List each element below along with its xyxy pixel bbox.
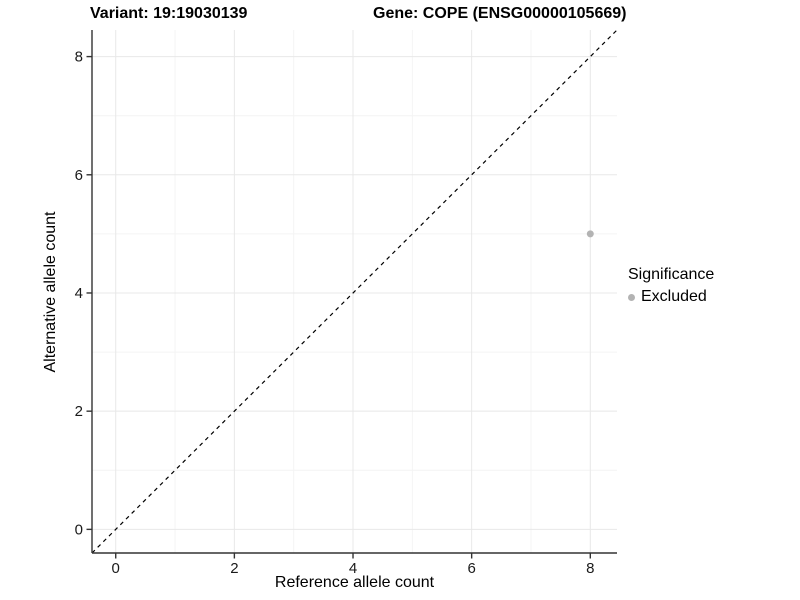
x-tick-label: 0 xyxy=(112,560,120,577)
y-tick-label: 6 xyxy=(75,167,83,184)
legend-dot-icon xyxy=(628,293,635,301)
legend-entry-label: Excluded xyxy=(641,288,707,305)
y-tick-label: 8 xyxy=(75,49,83,66)
plot-title-variant: Variant: 19:19030139 xyxy=(90,5,248,22)
y-tick-label: 4 xyxy=(75,285,83,302)
x-tick-label: 8 xyxy=(586,560,594,577)
y-axis-label: Alternative allele count xyxy=(42,211,59,373)
y-tick-label: 2 xyxy=(75,403,83,420)
legend-title: Significance xyxy=(628,266,715,283)
data-point xyxy=(586,230,594,238)
x-axis-label: Reference allele count xyxy=(274,574,435,591)
x-tick-label: 6 xyxy=(467,560,475,577)
legend-entry-excluded: Excluded xyxy=(628,288,714,306)
y-tick-label: 0 xyxy=(75,521,83,538)
x-tick-label: 4 xyxy=(349,560,357,577)
legend: Significance Excluded xyxy=(628,266,714,306)
plot-title-gene: Gene: COPE (ENSG00000105669) xyxy=(373,5,627,22)
identity-line xyxy=(91,29,618,554)
x-tick-label: 2 xyxy=(230,560,238,577)
